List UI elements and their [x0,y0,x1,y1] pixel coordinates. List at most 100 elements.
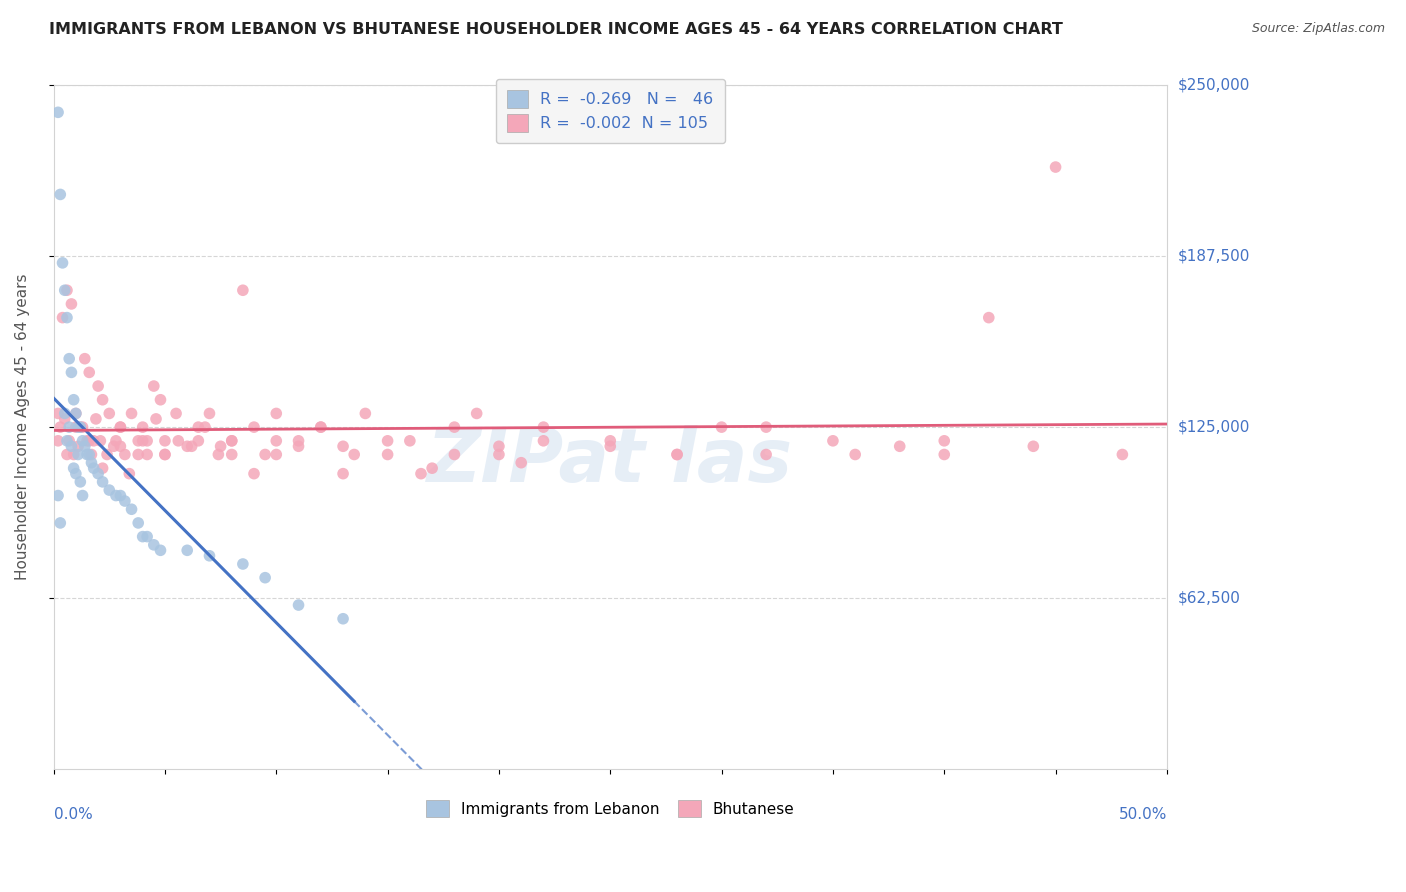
Point [131,420,153,434]
Point [666,448,689,462]
Point [221,434,243,448]
Point [87,379,110,393]
Point [332,612,354,626]
Y-axis label: Householder Income Ages 45 - 64 years: Householder Income Ages 45 - 64 years [15,274,30,581]
Point [83,461,105,475]
Point [121,502,143,516]
Point [69,420,91,434]
Point [127,434,149,448]
Point [73,351,96,366]
Point [87,467,110,481]
Point [977,310,1000,325]
Point [399,434,422,448]
Point [104,434,127,448]
Point [153,434,176,448]
Text: 50.0%: 50.0% [1119,807,1167,822]
Point [187,434,209,448]
Point [51,310,73,325]
Point [443,420,465,434]
Text: 0.0%: 0.0% [53,807,93,822]
Point [84,412,107,426]
Point [114,448,136,462]
Point [264,406,287,420]
Point [136,434,159,448]
Point [409,467,432,481]
Point [76,448,98,462]
Point [65,467,87,481]
Point [343,448,366,462]
Point [77,448,100,462]
Point [207,448,229,462]
Point [243,420,266,434]
Point [98,406,121,420]
Point [232,557,254,571]
Point [98,483,121,497]
Point [533,420,555,434]
Point [104,489,127,503]
Point [56,448,79,462]
Point [821,434,844,448]
Point [889,439,911,453]
Point [77,365,100,379]
Point [149,543,172,558]
Point [309,420,332,434]
Point [510,456,533,470]
Point [165,406,187,420]
Point [599,434,621,448]
Point [73,439,96,453]
Point [91,392,114,407]
Point [710,420,733,434]
Point [243,467,266,481]
Point [72,489,94,503]
Point [91,461,114,475]
Point [153,448,176,462]
Point [62,461,84,475]
Point [443,448,465,462]
Point [180,439,202,453]
Point [67,439,90,453]
Point [1022,439,1045,453]
Point [65,420,87,434]
Point [136,448,159,462]
Point [110,420,132,434]
Point [65,406,87,420]
Point [264,448,287,462]
Legend: Immigrants from Lebanon, Bhutanese: Immigrants from Lebanon, Bhutanese [420,795,801,823]
Point [194,420,217,434]
Point [46,434,69,448]
Point [72,434,94,448]
Point [149,392,172,407]
Text: $250,000: $250,000 [1178,78,1250,93]
Point [51,256,73,270]
Point [58,434,80,448]
Point [131,530,153,544]
Point [934,448,956,462]
Point [110,439,132,453]
Point [264,434,287,448]
Point [65,406,87,420]
Point [187,420,209,434]
Point [83,434,105,448]
Point [198,549,221,563]
Text: $187,500: $187,500 [1178,249,1250,263]
Point [488,439,510,453]
Text: $125,000: $125,000 [1178,419,1250,434]
Point [58,420,80,434]
Point [56,283,79,297]
Point [136,530,159,544]
Point [80,456,103,470]
Point [69,475,91,489]
Point [46,105,69,120]
Point [934,434,956,448]
Point [60,297,83,311]
Point [53,283,76,297]
Point [67,448,90,462]
Point [58,351,80,366]
Point [1111,448,1133,462]
Point [287,598,309,612]
Text: Source: ZipAtlas.com: Source: ZipAtlas.com [1251,22,1385,36]
Point [309,420,332,434]
Point [221,448,243,462]
Point [118,467,141,481]
Point [56,310,79,325]
